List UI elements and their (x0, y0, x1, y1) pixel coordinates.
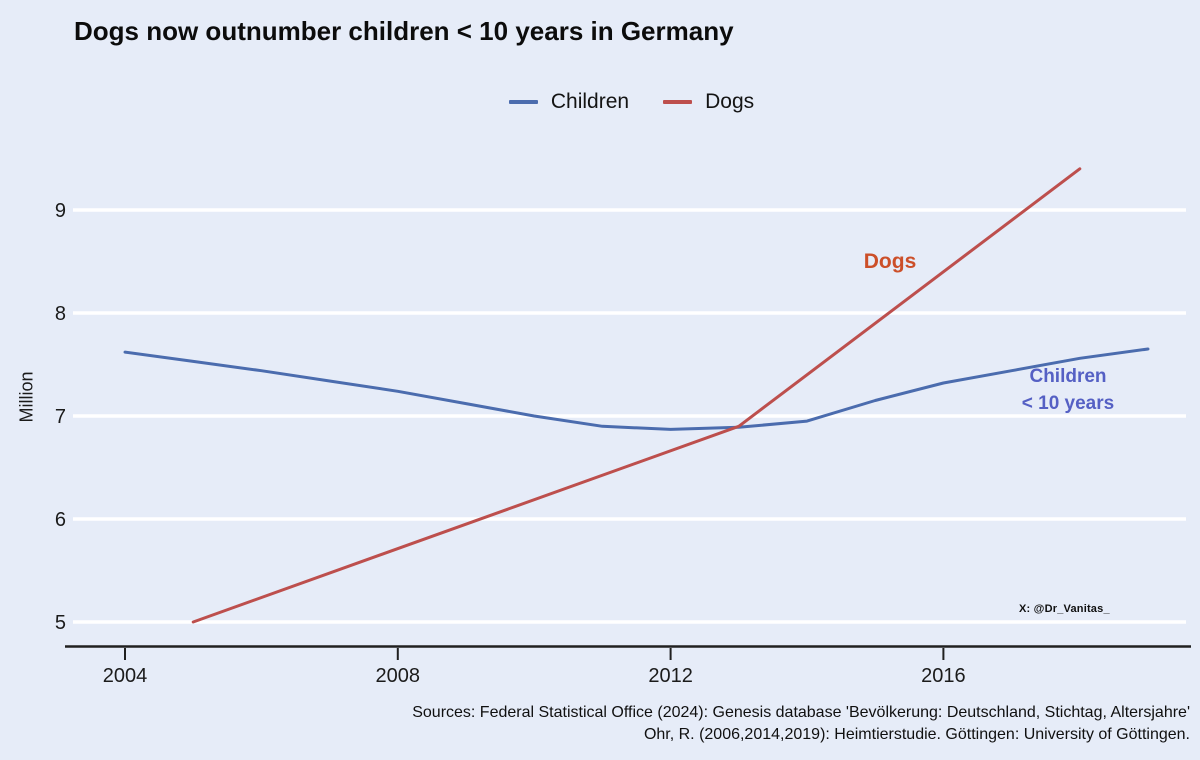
legend-dogs-line-swatch (663, 100, 693, 104)
chart-title: Dogs now outnumber children < 10 years i… (74, 16, 734, 46)
y-tick-label-8: 8 (55, 303, 66, 325)
annotation-children-line1: Children (1029, 366, 1107, 387)
y-tick-label-9: 9 (55, 200, 66, 222)
source-note: Sources: Federal Statistical Office (202… (412, 702, 1190, 746)
watermark-text: X: @Dr_Vanitas_ (1019, 603, 1110, 615)
legend-dogs-label: Dogs (705, 90, 755, 113)
series-line-children (123, 347, 1150, 431)
legend-children-label: Children (550, 90, 630, 113)
legend-children-line-swatch (508, 100, 538, 104)
x-tick-label-2016: 2016 (921, 665, 966, 687)
annotation-children: Children < 10 years (992, 363, 1144, 417)
y-tick-label-7: 7 (55, 406, 66, 428)
annotation-children-line2: < 10 years (1021, 393, 1115, 414)
chart-legend: Children Dogs (73, 90, 1190, 114)
x-tick-label-2004: 2004 (103, 665, 148, 687)
legend-item-children: Children (508, 90, 630, 114)
source-line-2: Ohr, R. (2006,2014,2019): Heimtierstudie… (643, 726, 1190, 743)
x-tick-label-2008: 2008 (376, 665, 421, 687)
y-tick-label-6: 6 (55, 509, 66, 531)
y-tick-label-5: 5 (55, 612, 66, 634)
annotation-dogs: Dogs (863, 250, 917, 273)
source-line-1: Sources: Federal Statistical Office (202… (412, 704, 1190, 721)
series-line-dogs (191, 167, 1082, 624)
x-tick-label-2012: 2012 (648, 665, 693, 687)
legend-item-dogs: Dogs (663, 90, 754, 114)
